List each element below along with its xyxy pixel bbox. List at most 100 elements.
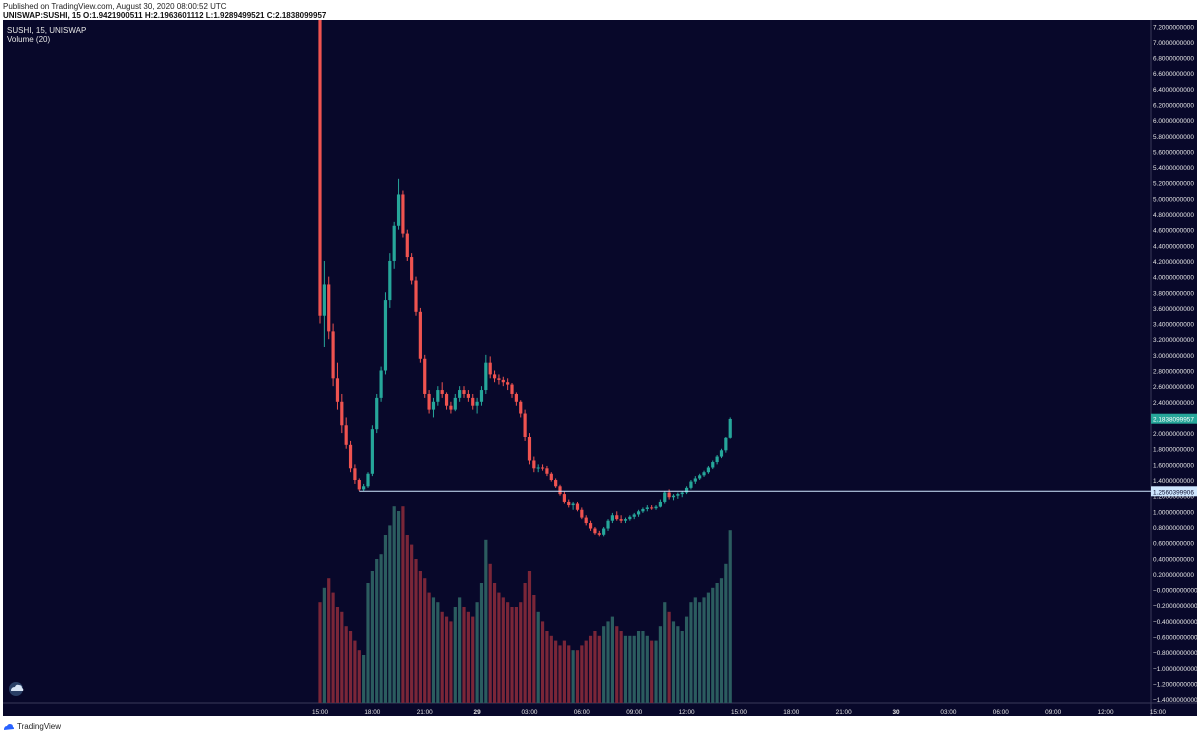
volume-bar [684,616,689,703]
candle-body [497,378,501,380]
time-tick-label: 15:00 [312,709,328,716]
candle-body [536,467,540,469]
price-tick-label: −0.6000000000 [1153,634,1198,641]
volume-bar [414,559,418,703]
candle-body [593,528,597,534]
price-tick-label: 0.2000000000 [1153,572,1194,579]
candle-body [632,514,636,517]
price-tick-label: 4.8000000000 [1153,212,1194,219]
candle-body [501,379,505,383]
volume-bar [623,635,628,703]
price-tick-label: 0.8000000000 [1153,525,1194,532]
price-tick-label: 4.2000000000 [1153,259,1194,266]
volume-bar [641,631,645,703]
volume-bar [706,592,710,703]
volume-bar [689,602,693,703]
volume-bar [388,525,392,703]
volume-bar [549,635,553,703]
candle-body [693,478,697,482]
volume-bar [650,640,654,703]
candle-body [527,436,532,461]
volume-bar [440,611,444,703]
candle-body [571,503,575,506]
volume-bar [510,607,514,703]
candle-body [475,401,479,406]
price-tick-label: 1.2000000000 [1153,494,1194,501]
candle-body [492,374,497,379]
candle-body [510,384,514,394]
candle-body [650,507,654,509]
price-tick-label: 3.2000000000 [1153,337,1194,344]
candle-body [711,462,715,468]
tradingview-logo[interactable]: TradingView [3,722,61,731]
candle-body [322,284,326,316]
candle-body [362,486,366,490]
volume-bar [506,602,510,703]
candle-body [719,450,724,457]
price-tick-label: 6.6000000000 [1153,71,1194,78]
volume-bar [479,583,484,703]
volume-bar [362,655,366,703]
price-tick-label: 2.6000000000 [1153,384,1194,391]
price-tick-label: 1.0000000000 [1153,509,1194,516]
candle-body [414,280,418,312]
time-tick-label: 18:00 [783,709,799,716]
time-tick-label: 12:00 [679,709,695,716]
candle-body [331,331,335,379]
volume-bar [497,592,501,703]
candle-body [405,233,409,258]
volume-bar [449,621,453,703]
time-tick-label: 30 [892,709,900,716]
candle-body [488,362,492,375]
candle-body [410,257,414,281]
volume-bar [545,631,549,703]
candle-body [619,519,623,521]
volume-bar [671,621,676,703]
time-tick-label: 03:00 [521,709,537,716]
symbol-legend: SUSHI, 15, UNISWAP [7,26,86,35]
volume-bar [715,583,719,703]
candle-body [532,460,536,469]
price-tick-label: 5.6000000000 [1153,149,1194,156]
candle-body [401,194,405,234]
volume-bar [514,607,518,703]
volume-bar [636,631,641,703]
candle-body [724,437,728,451]
volume-bar [580,645,584,703]
candle-body [344,425,348,445]
candle-body [623,519,628,521]
price-tick-label: 2.0000000000 [1153,431,1194,438]
volume-bar [466,611,470,703]
candle-body [588,523,593,529]
volume-bar [562,640,566,703]
candle-body [636,511,641,515]
candle-body [357,480,361,490]
candle-body [436,390,440,402]
candle-body [335,378,340,402]
volume-bar [431,597,436,703]
candle-body [423,358,427,394]
volume-bars [318,506,732,703]
volume-bar [536,611,540,703]
volume-bar [584,640,588,703]
ohlc-readout: UNISWAP:SUSHI, 15 O:1.9421900511 H:2.196… [3,11,327,20]
candle-body [431,401,436,410]
candle-body [418,311,422,359]
price-tick-label: 3.6000000000 [1153,306,1194,313]
candle-body [458,390,462,398]
candle-body [519,401,523,414]
price-tick-label: 6.8000000000 [1153,56,1194,63]
cloud-icon[interactable] [9,682,24,696]
volume-bar [719,578,724,703]
candle-body [396,194,401,226]
candle-body [375,397,379,430]
volume-bar [344,626,348,703]
time-tick-label: 06:00 [993,709,1009,716]
price-tick-label: 3.0000000000 [1153,353,1194,360]
volume-bar [532,595,536,703]
volume-bar [427,592,431,703]
candle-body [479,390,484,402]
candle-body [689,481,693,488]
time-tick-label: 09:00 [626,709,642,716]
